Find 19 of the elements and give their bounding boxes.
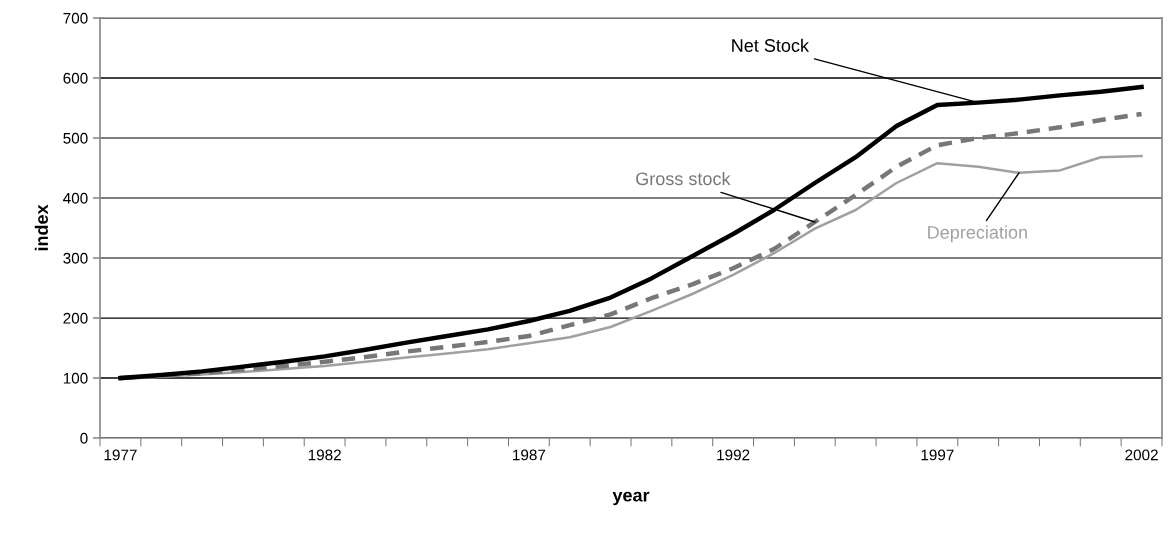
x-tick-label: 1992	[717, 449, 750, 461]
y-tick-label: 600	[63, 72, 88, 84]
x-tick-label: 1982	[308, 449, 341, 461]
x-tick-label: 1987	[513, 449, 546, 461]
x-tick-label: 1977	[104, 449, 137, 461]
y-tick-label: 400	[63, 192, 88, 204]
text: Depreciation	[928, 225, 1027, 243]
text: Gross stock	[636, 171, 731, 186]
y-tick-label: 700	[63, 12, 88, 24]
y-tick-label: 200	[63, 312, 88, 324]
y-tick-label: 500	[63, 132, 88, 144]
y-axis-title: index	[34, 204, 49, 251]
y-tick-label: 0	[80, 432, 88, 444]
x-tick-label: 2002	[1125, 449, 1158, 461]
y-tick-label: 100	[63, 372, 88, 384]
text: Net Stock	[732, 38, 810, 52]
x-tick-label: 1997	[921, 449, 954, 461]
y-tick-label: 300	[63, 252, 88, 264]
x-axis-title: year	[612, 491, 650, 506]
